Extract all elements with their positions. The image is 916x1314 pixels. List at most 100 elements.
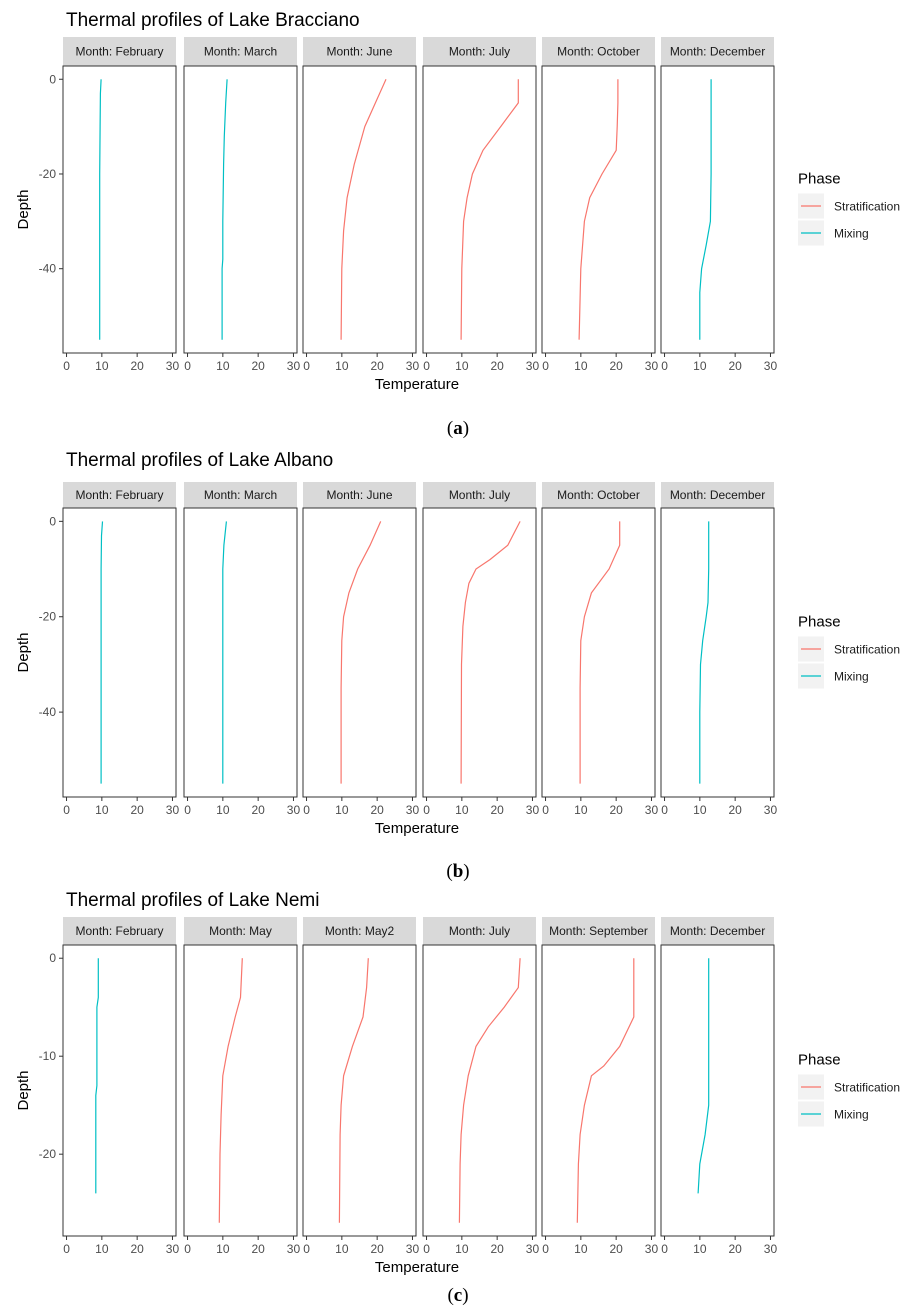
temperature-profile-line [340, 79, 387, 340]
x-tick-label: 20 [490, 1242, 504, 1256]
temperature-profile-line [697, 958, 710, 1194]
x-tick-label: 10 [693, 803, 707, 817]
x-tick-label: 10 [574, 803, 588, 817]
x-tick-label: 0 [63, 803, 70, 817]
x-tick-label: 0 [423, 803, 430, 817]
x-tick-label: 30 [287, 1242, 301, 1256]
panel-border [422, 65, 537, 354]
facet-strip [63, 482, 176, 508]
x-tick-label: 30 [645, 359, 659, 373]
x-tick-label: 10 [216, 1242, 230, 1256]
facet-strip [303, 482, 416, 508]
x-tick-label: 20 [130, 1242, 144, 1256]
temperature-profile-line [699, 79, 712, 340]
facet-panel: Month: May 0 10 20 30 [183, 917, 301, 1256]
x-tick-label: 0 [184, 359, 191, 373]
facet-strip [303, 917, 416, 945]
temperature-profile-line [100, 521, 104, 784]
x-tick-label: 10 [95, 1242, 109, 1256]
x-tick-label: 20 [490, 803, 504, 817]
x-tick-label: 0 [542, 1242, 549, 1256]
facet-panel: Month: December 0 10 20 30 [660, 482, 778, 817]
legend-title: Phase [798, 614, 841, 631]
caption-a: (a) [446, 418, 470, 439]
x-tick-label: 20 [130, 803, 144, 817]
x-tick-label: 10 [216, 803, 230, 817]
chart-title: Thermal profiles of Lake Albano [66, 450, 333, 471]
facet-panel: Month: December 0 10 20 30 [660, 37, 778, 373]
x-tick-label: 0 [661, 359, 668, 373]
temperature-profile-line [578, 79, 619, 340]
x-tick-label: 30 [764, 803, 778, 817]
x-tick-label: 20 [609, 803, 623, 817]
facet-strip [661, 37, 774, 66]
facet-strip [542, 482, 655, 508]
x-tick-label: 10 [95, 803, 109, 817]
facet-panel: Month: September 0 10 20 30 [541, 917, 658, 1256]
facet-strip-label: Month: June [326, 488, 392, 502]
temperature-profile-line [579, 521, 621, 784]
facet-strip [184, 482, 297, 508]
facet-panel: Month: October 0 10 20 30 [541, 482, 659, 817]
x-tick-label: 30 [406, 1242, 420, 1256]
panel-border [660, 507, 775, 798]
facet-strip [661, 482, 774, 508]
x-tick-label: 0 [184, 803, 191, 817]
facet-strip [63, 917, 176, 945]
x-tick-label: 0 [423, 1242, 430, 1256]
facet-panel: Month: March 0 10 20 30 [183, 482, 300, 817]
x-tick-label: 20 [130, 359, 144, 373]
x-tick-label: 0 [303, 803, 310, 817]
y-tick-label: -20 [39, 1147, 57, 1161]
x-tick-label: 10 [693, 359, 707, 373]
facet-strip [184, 917, 297, 945]
temperature-profile-line [221, 79, 228, 340]
temperature-profile-line [576, 958, 635, 1223]
facet-panel: Month: June 0 10 20 30 [302, 482, 419, 817]
x-tick-label: 20 [490, 359, 504, 373]
x-tick-label: 0 [184, 1242, 191, 1256]
x-tick-label: 30 [166, 803, 180, 817]
facet-panel: Month: December 0 10 20 30 [660, 917, 777, 1256]
facet-strip [303, 37, 416, 66]
chart-title: Thermal profiles of Lake Bracciano [66, 10, 360, 31]
legend-title: Phase [798, 171, 841, 188]
facet-strip-label: Month: December [670, 924, 765, 938]
panel-border [541, 65, 656, 354]
facet-panel: Month: October 0 10 20 30 [541, 37, 659, 373]
facet-strip-label: Month: July [449, 488, 510, 502]
facet-panel: Month: July 0 10 20 30 [422, 482, 539, 817]
facet-strip-label: Month: September [549, 924, 648, 938]
x-tick-label: 0 [63, 359, 70, 373]
caption-c: (c) [447, 1285, 469, 1306]
facet-strip [184, 37, 297, 66]
facet-panel: Month: March 0 10 20 30 [183, 37, 300, 373]
temperature-profile-line [95, 958, 99, 1194]
x-tick-label: 0 [661, 803, 668, 817]
legend-label: Mixing [834, 227, 869, 241]
x-tick-label: 30 [526, 1242, 540, 1256]
facet-panel: Month: February 0 10 20 30 [62, 37, 179, 373]
x-tick-label: 0 [542, 359, 549, 373]
panel-border [660, 944, 775, 1237]
x-tick-label: 10 [574, 1242, 588, 1256]
temperature-profile-line [340, 521, 382, 784]
facet-strip [423, 917, 536, 945]
x-tick-label: 30 [764, 359, 778, 373]
x-tick-label: 30 [645, 803, 659, 817]
x-axis-label: Temperature [375, 1259, 459, 1276]
facet-strip-label: Month: October [557, 45, 640, 59]
caption-b: (b) [446, 861, 470, 882]
facet-strip-label: Month: July [449, 45, 510, 59]
legend: Phase Stratification Mixing [798, 614, 900, 689]
x-tick-label: 20 [728, 803, 742, 817]
panel-border [302, 65, 417, 354]
x-tick-label: 20 [370, 359, 384, 373]
panel-border [541, 944, 656, 1237]
y-tick-label: 0 [49, 72, 56, 86]
legend: Phase Stratification Mixing [798, 1052, 900, 1127]
facet-strip-label: Month: March [204, 45, 277, 59]
facet-strip-label: Month: December [670, 45, 765, 59]
facet-strip-label: Month: October [557, 488, 640, 502]
